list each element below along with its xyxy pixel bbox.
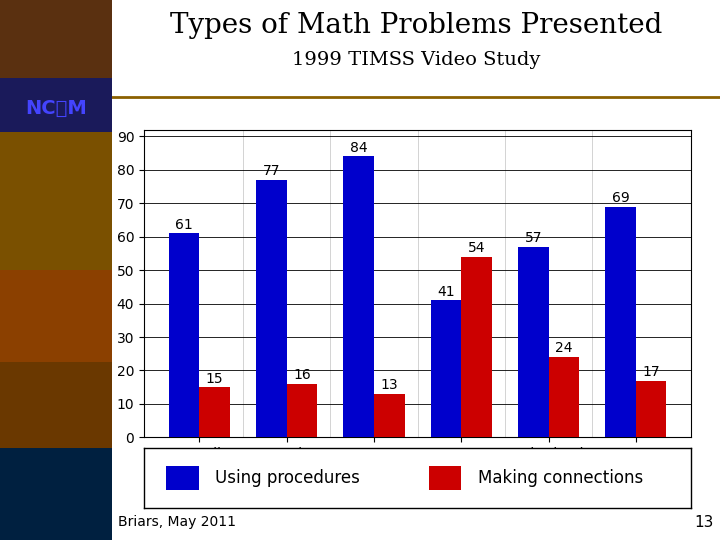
Text: Briars, May 2011: Briars, May 2011: [117, 516, 235, 529]
FancyBboxPatch shape: [0, 132, 112, 270]
Bar: [374, 394, 405, 437]
Text: 54: 54: [468, 241, 485, 255]
FancyBboxPatch shape: [0, 270, 112, 362]
Bar: [606, 207, 636, 437]
Text: 13: 13: [695, 515, 714, 530]
Text: Making connections: Making connections: [478, 469, 643, 487]
Text: Using procedures: Using procedures: [215, 469, 360, 487]
Bar: [287, 384, 318, 437]
Text: 15: 15: [206, 372, 223, 386]
Text: 13: 13: [380, 378, 398, 392]
Text: 61: 61: [175, 218, 193, 232]
FancyBboxPatch shape: [0, 0, 112, 78]
Text: 1999 TIMSS Video Study: 1999 TIMSS Video Study: [292, 51, 540, 69]
Bar: [431, 300, 462, 437]
FancyBboxPatch shape: [0, 362, 112, 448]
FancyBboxPatch shape: [428, 466, 462, 490]
Text: 69: 69: [611, 191, 629, 205]
Text: 17: 17: [642, 365, 660, 379]
Bar: [636, 381, 666, 437]
Bar: [169, 233, 199, 437]
Text: 24: 24: [555, 341, 572, 355]
Bar: [549, 357, 579, 437]
Text: 84: 84: [350, 141, 367, 154]
FancyBboxPatch shape: [166, 466, 199, 490]
FancyBboxPatch shape: [0, 78, 112, 132]
Text: NC₞M: NC₞M: [25, 98, 86, 118]
Text: 57: 57: [524, 231, 542, 245]
Bar: [343, 157, 374, 437]
Text: 16: 16: [293, 368, 311, 382]
Bar: [462, 256, 492, 437]
FancyBboxPatch shape: [0, 448, 112, 540]
Text: 41: 41: [437, 285, 455, 299]
Bar: [199, 387, 230, 437]
Bar: [256, 180, 287, 437]
Text: Types of Math Problems Presented: Types of Math Problems Presented: [170, 11, 662, 39]
Bar: [518, 247, 549, 437]
Text: 77: 77: [263, 164, 280, 178]
